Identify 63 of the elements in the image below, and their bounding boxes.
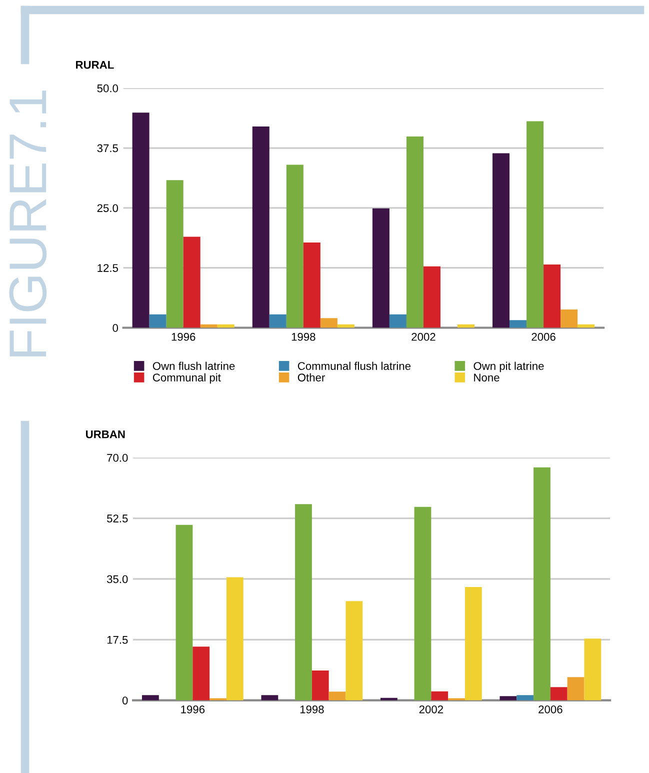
bar: [526, 121, 544, 328]
bar: [492, 153, 510, 328]
bar: [560, 310, 578, 328]
bar: [584, 638, 602, 700]
bar: [389, 314, 406, 328]
y-tick-label: 12.5: [98, 264, 118, 272]
bar: [406, 136, 424, 328]
bar: [372, 208, 390, 328]
bar: [550, 687, 568, 700]
x-tick-label: 2006: [532, 332, 556, 341]
chart-title: RURAL: [76, 61, 114, 69]
y-tick-label: 0: [122, 696, 128, 704]
y-tick-label: 25.0: [97, 204, 118, 212]
legend-label: Own flush latrine: [152, 362, 235, 370]
x-tick-label: 1998: [300, 705, 324, 714]
bar: [464, 586, 482, 700]
x-tick-label: 2006: [538, 705, 562, 714]
y-tick-label: 50.0: [97, 84, 118, 92]
bar: [252, 126, 270, 328]
x-tick-label: 1996: [172, 332, 196, 341]
bar: [183, 236, 200, 328]
bar: [192, 646, 210, 700]
legend-label: Communal pit: [152, 373, 221, 384]
legend-label: Communal flush latrine: [298, 362, 411, 370]
bar: [261, 695, 278, 700]
bar: [510, 320, 527, 328]
x-tick-label: 1996: [181, 705, 205, 714]
bar: [431, 691, 448, 700]
bar: [149, 314, 166, 328]
bar: [567, 677, 584, 700]
caption: FIGURE7.1: [9, 90, 47, 356]
y-tick-label: 17.5: [107, 636, 128, 644]
bar: [312, 670, 329, 700]
bar: [269, 314, 286, 328]
y-tick-label: 70.0: [107, 454, 128, 462]
bar: [303, 242, 320, 328]
y-tick-label: 37.5: [97, 144, 118, 152]
bar: [516, 695, 534, 700]
bar: [328, 692, 346, 700]
bar: [544, 264, 561, 328]
bar: [320, 318, 338, 328]
y-tick-label: 35.0: [106, 575, 128, 584]
chart-title: URBAN: [86, 430, 125, 438]
legend-label: Other: [298, 373, 325, 382]
x-tick-label: 1998: [292, 332, 316, 341]
x-tick-label: 2002: [419, 705, 443, 714]
bar: [142, 695, 159, 700]
bar: [423, 266, 440, 328]
legend-label: Own pit latrine: [474, 362, 544, 372]
y-tick-label: 0: [112, 324, 118, 332]
bar: [295, 504, 312, 700]
bar: [534, 467, 550, 700]
bar: [500, 696, 517, 700]
y-tick-label: 52.5: [107, 514, 128, 522]
legend-label: None: [474, 374, 500, 382]
bar: [414, 506, 432, 700]
bar: [346, 601, 363, 700]
bar: [132, 112, 150, 328]
bar: [226, 577, 244, 700]
bar: [286, 164, 304, 328]
bar: [166, 180, 184, 328]
x-tick-label: 2002: [412, 332, 436, 341]
bar: [176, 524, 193, 700]
